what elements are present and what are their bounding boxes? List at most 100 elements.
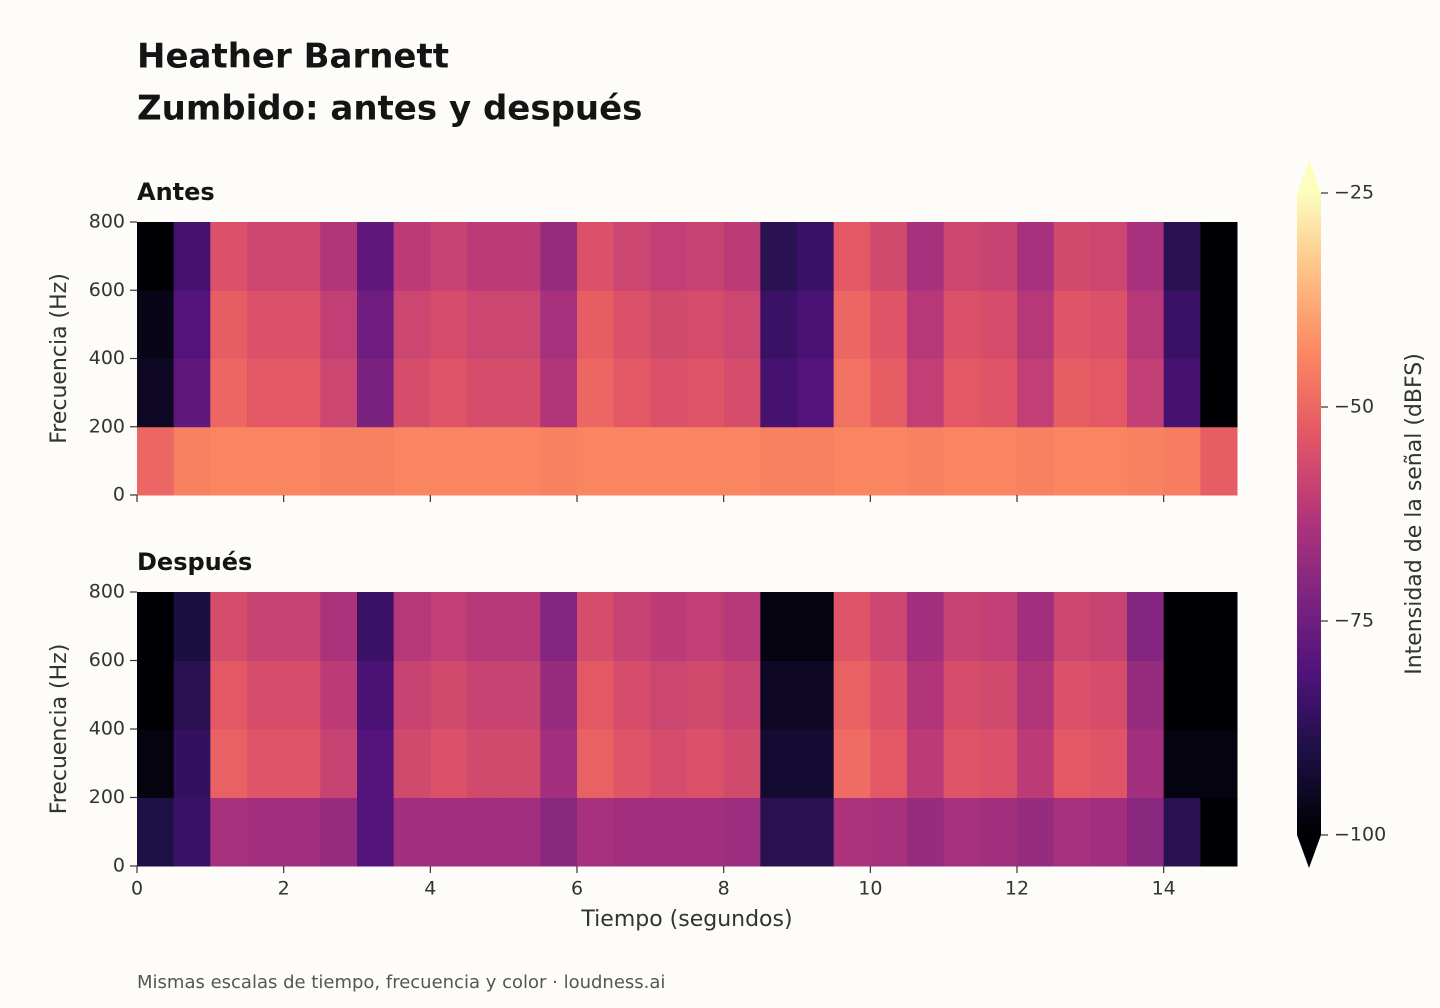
- heatmap-cell: [650, 358, 688, 428]
- heatmap-cell: [1090, 729, 1128, 798]
- heatmap-cell: [173, 358, 211, 428]
- heatmap-cell: [430, 290, 468, 359]
- heatmap-cell: [1090, 426, 1128, 496]
- heatmap-cell: [467, 660, 505, 730]
- heatmap-cell: [687, 797, 725, 867]
- heatmap-cell: [613, 729, 651, 798]
- heatmap-cell: [1163, 797, 1201, 867]
- heatmap-cell: [870, 797, 908, 867]
- heatmap-cell: [1017, 592, 1055, 661]
- heatmap-cell: [467, 592, 505, 661]
- heatmap-cell: [173, 426, 211, 496]
- heatmap-cell: [760, 358, 798, 428]
- heatmap-cell: [943, 222, 981, 291]
- heatmap-cell: [467, 358, 505, 428]
- heatmap-cell: [430, 729, 468, 798]
- heatmap-cell: [283, 797, 321, 867]
- heatmap-cell: [760, 290, 798, 359]
- heatmap-cell: [797, 592, 835, 661]
- x-tick-label: 10: [858, 878, 882, 900]
- heatmap-cell: [833, 729, 871, 798]
- heatmap-cell: [393, 290, 431, 359]
- colorbar-tick-label: −100: [1334, 824, 1386, 846]
- heatmap-cell: [210, 592, 248, 661]
- heatmap-cell: [870, 426, 908, 496]
- heatmap-cell: [833, 426, 871, 496]
- heatmap-cell: [210, 729, 248, 798]
- heatmap-cell: [320, 358, 358, 428]
- heatmap-cell: [393, 660, 431, 730]
- heatmap-cell: [1053, 426, 1091, 496]
- heatmap-cell: [320, 290, 358, 359]
- heatmap-cell: [1163, 290, 1201, 359]
- x-tick-label: 14: [1152, 878, 1176, 900]
- colorbar-tick-label: −50: [1334, 396, 1374, 418]
- heatmap-cell: [1200, 660, 1238, 730]
- heatmap-cell: [907, 290, 945, 359]
- x-tick-label: 8: [718, 878, 730, 900]
- heatmap-cell: [1053, 358, 1091, 428]
- heatmap-cell: [907, 729, 945, 798]
- heatmap-cell: [1053, 729, 1091, 798]
- x-tick-label: 2: [278, 878, 290, 900]
- heatmap-cell: [283, 592, 321, 661]
- heatmap-cell: [467, 729, 505, 798]
- heatmap-cell: [650, 290, 688, 359]
- colorbar: [1297, 193, 1321, 835]
- heatmap-cell: [723, 290, 761, 359]
- heatmap-cell: [1090, 660, 1128, 730]
- heatmap-cell: [247, 358, 285, 428]
- heatmap-cell: [613, 660, 651, 730]
- heatmap-cell: [173, 797, 211, 867]
- heatmap-cell: [357, 660, 395, 730]
- heatmap-cell: [357, 290, 395, 359]
- heatmap-cell: [797, 797, 835, 867]
- heatmap-cell: [1127, 426, 1165, 496]
- heatmap-cell: [980, 729, 1018, 798]
- heatmap-cell: [540, 426, 578, 496]
- heatmap-cell: [357, 358, 395, 428]
- heatmap-cell: [1127, 660, 1165, 730]
- heatmap-cell: [1053, 290, 1091, 359]
- y-tick-label: 600: [89, 279, 125, 301]
- heatmap-cell: [1200, 358, 1238, 428]
- heatmap-cell: [797, 290, 835, 359]
- heatmap-cell: [1200, 797, 1238, 867]
- heatmap-cell: [687, 426, 725, 496]
- y-tick-label: 600: [89, 649, 125, 671]
- heatmap-cell: [357, 592, 395, 661]
- heatmap-cell: [723, 592, 761, 661]
- heatmap-cell: [577, 797, 615, 867]
- heatmap-cell: [723, 797, 761, 867]
- heatmap-cell: [173, 290, 211, 359]
- heatmap-cell: [577, 290, 615, 359]
- heatmap-cell: [980, 660, 1018, 730]
- heatmap-cell: [1053, 797, 1091, 867]
- x-tick-label: 4: [424, 878, 436, 900]
- heatmap-cell: [650, 797, 688, 867]
- heatmap-cell: [320, 222, 358, 291]
- heatmap-cell: [137, 426, 175, 496]
- heatmap-cell: [907, 426, 945, 496]
- heatmap-cell: [870, 358, 908, 428]
- heatmap-cell: [613, 222, 651, 291]
- heatmap-cell: [577, 426, 615, 496]
- heatmap-cell: [1127, 729, 1165, 798]
- heatmap-cell: [1163, 729, 1201, 798]
- heatmap-cell: [283, 729, 321, 798]
- heatmap-cell: [393, 358, 431, 428]
- heatmap-cell: [870, 222, 908, 291]
- y-tick-label: 0: [113, 855, 125, 877]
- heatmap-cell: [1053, 222, 1091, 291]
- heatmap-cell: [833, 290, 871, 359]
- heatmap-cell: [540, 592, 578, 661]
- heatmap-cell: [943, 358, 981, 428]
- heatmap-cell: [870, 290, 908, 359]
- heatmap-cell: [503, 290, 541, 359]
- heatmap-cell: [283, 426, 321, 496]
- heatmap-cell: [283, 660, 321, 730]
- heatmap-cell: [173, 592, 211, 661]
- heatmap-cell: [1127, 290, 1165, 359]
- heatmap-cell: [137, 797, 175, 867]
- heatmap-cell: [650, 222, 688, 291]
